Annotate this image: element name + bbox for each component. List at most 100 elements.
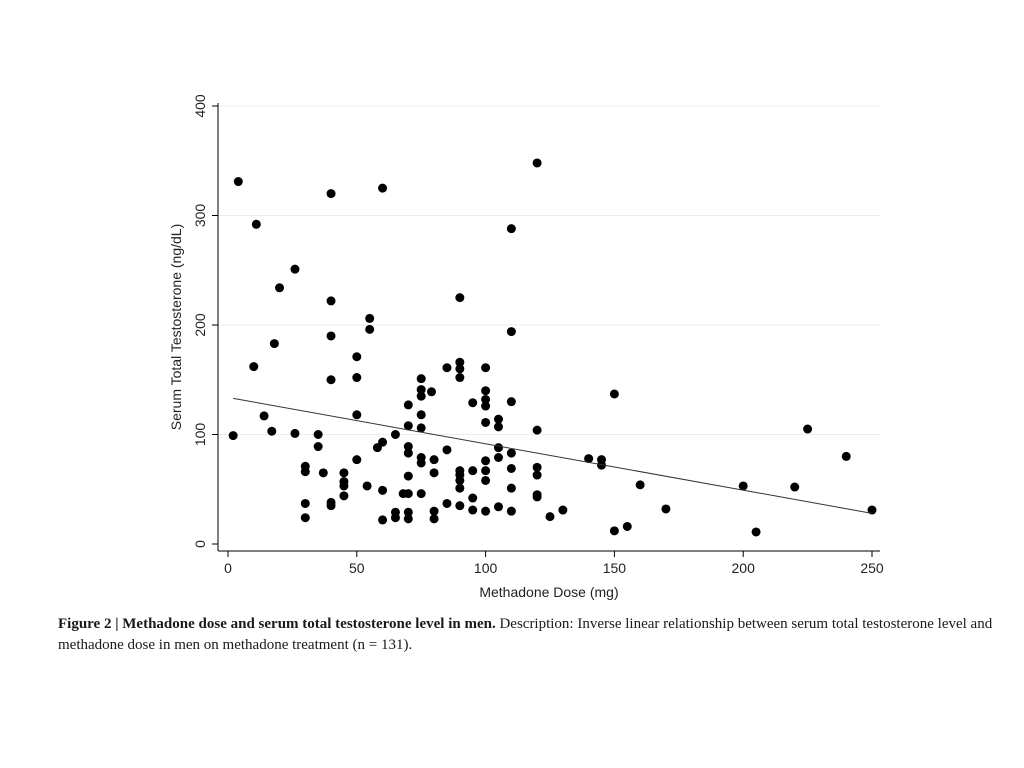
data-point xyxy=(251,219,261,229)
data-point xyxy=(532,425,542,435)
data-point xyxy=(493,443,503,453)
data-point xyxy=(442,445,452,455)
data-point xyxy=(403,400,413,410)
data-point xyxy=(416,385,426,395)
data-point xyxy=(403,421,413,431)
x-tick-label: 200 xyxy=(732,560,756,576)
x-tick-label: 100 xyxy=(474,560,498,576)
data-point xyxy=(455,357,465,367)
data-point xyxy=(352,455,362,465)
data-point xyxy=(468,466,478,476)
y-tick-label: 400 xyxy=(192,94,208,118)
data-point xyxy=(455,501,465,511)
data-point xyxy=(427,387,437,397)
data-point xyxy=(326,296,336,306)
data-point xyxy=(318,468,328,478)
data-point xyxy=(493,414,503,424)
data-point xyxy=(416,489,426,499)
data-point xyxy=(481,456,491,466)
data-point xyxy=(403,489,413,499)
data-point xyxy=(403,471,413,481)
data-point xyxy=(493,422,503,432)
data-point xyxy=(493,452,503,462)
data-point xyxy=(403,514,413,524)
data-point xyxy=(269,339,279,349)
data-point xyxy=(506,506,516,516)
data-point xyxy=(378,437,388,447)
data-point xyxy=(300,498,310,508)
data-point xyxy=(275,283,285,293)
x-tick-label: 250 xyxy=(860,560,884,576)
data-point xyxy=(532,470,542,480)
data-point xyxy=(455,293,465,303)
data-point xyxy=(352,410,362,420)
data-point xyxy=(339,481,349,491)
data-point xyxy=(738,481,748,491)
data-points xyxy=(228,158,877,537)
data-point xyxy=(455,475,465,485)
data-point xyxy=(416,391,426,401)
data-point xyxy=(455,483,465,493)
x-tick-label: 0 xyxy=(224,560,232,576)
data-point xyxy=(267,426,277,436)
data-point xyxy=(390,430,400,439)
y-tick-label: 200 xyxy=(192,313,208,337)
data-point xyxy=(326,189,336,199)
data-point xyxy=(416,423,426,433)
data-point xyxy=(803,424,813,434)
data-point xyxy=(290,264,300,274)
data-point xyxy=(867,505,877,515)
figure-caption: Figure 2 | Methadone dose and serum tota… xyxy=(58,614,1008,656)
data-point xyxy=(339,468,349,478)
x-axis-ticks: 0 50 100 150 200 250 xyxy=(224,551,884,576)
data-point xyxy=(506,224,516,234)
data-point xyxy=(362,481,372,491)
data-point xyxy=(429,514,439,524)
data-point xyxy=(481,401,491,411)
axes xyxy=(217,103,880,552)
data-point xyxy=(622,521,632,531)
data-point xyxy=(841,451,851,461)
data-point xyxy=(228,431,238,441)
data-point xyxy=(609,389,619,399)
grid-lines xyxy=(218,105,880,435)
data-point xyxy=(429,506,439,516)
data-point xyxy=(326,375,336,385)
data-point xyxy=(506,463,516,473)
data-point xyxy=(416,458,426,468)
data-point xyxy=(468,505,478,515)
data-point xyxy=(403,448,413,458)
data-point xyxy=(455,364,465,374)
data-point xyxy=(455,373,465,383)
data-point xyxy=(506,483,516,493)
data-point xyxy=(506,397,516,407)
data-point xyxy=(481,386,491,396)
data-point xyxy=(339,491,349,501)
caption-label: Figure 2 | Methadone dose and serum tota… xyxy=(58,616,496,632)
data-point xyxy=(609,526,619,536)
data-point xyxy=(442,498,452,508)
data-point xyxy=(532,158,542,168)
data-point xyxy=(365,324,375,334)
trend-line xyxy=(233,397,873,514)
y-tick-label: 300 xyxy=(192,204,208,228)
data-point xyxy=(233,177,243,187)
data-point xyxy=(481,466,491,476)
data-point xyxy=(545,512,555,522)
data-point xyxy=(790,482,800,492)
data-point xyxy=(403,442,413,452)
data-point xyxy=(481,475,491,485)
data-point xyxy=(290,428,300,438)
data-point xyxy=(635,480,645,490)
caption-text: Description: Inverse linear relationship… xyxy=(58,616,993,653)
data-point xyxy=(506,448,516,458)
data-point xyxy=(532,462,542,472)
data-point xyxy=(481,506,491,516)
y-tick-label: 0 xyxy=(192,540,208,548)
data-point xyxy=(313,430,323,439)
y-axis-title: Serum Total Testosterone (ng/dL) xyxy=(168,224,184,431)
data-point xyxy=(300,513,310,523)
data-point xyxy=(751,527,761,537)
data-point xyxy=(352,373,362,383)
